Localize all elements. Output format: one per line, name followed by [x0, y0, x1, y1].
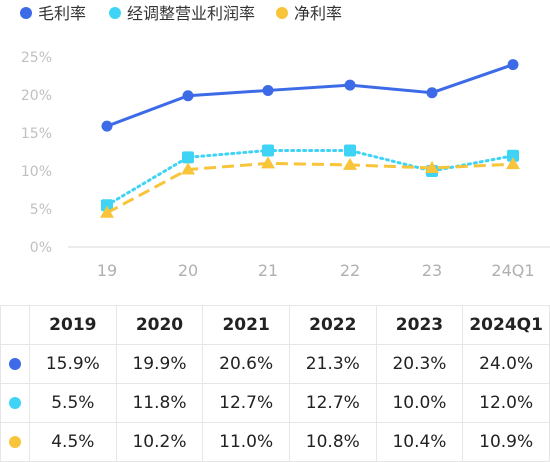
legend-label: 经调整营业利润率 [127, 4, 255, 23]
x-tick-label: 21 [258, 261, 278, 280]
data-point [182, 151, 194, 164]
data-point [182, 90, 194, 102]
data-point [101, 120, 113, 132]
x-axis: 19 20 21 22 23 24Q1 [97, 261, 535, 280]
x-tick-label: 22 [340, 261, 360, 280]
series-layer [100, 59, 520, 218]
legend-swatch-icon [276, 7, 288, 19]
data-point [425, 160, 439, 173]
y-tick-label: 5% [30, 202, 52, 218]
chart-legend: 毛利率 经调整营业利润率 净利率 [20, 4, 342, 23]
table-header-row: 2019 2020 2021 2022 2023 2024Q1 [0, 305, 550, 345]
data-point [262, 144, 274, 157]
table-row: 5.5% 11.8% 12.7% 12.7% 10.0% 12.0% [0, 383, 550, 423]
data-point [506, 157, 520, 170]
table-cell: 21.3% [288, 344, 377, 384]
table-cell: 20.3% [375, 344, 464, 384]
series-swatch-cell [0, 383, 30, 423]
data-point [181, 162, 195, 175]
x-tick-label: 23 [422, 261, 442, 280]
table-cell: 10.4% [375, 422, 464, 462]
table-cell: 24.0% [462, 344, 550, 384]
table-cell: 5.5% [29, 383, 117, 423]
table-cell: 19.9% [115, 344, 204, 384]
series-line [105, 148, 515, 207]
table-header-cell: 2021 [202, 305, 290, 345]
table-cell: 4.5% [29, 422, 117, 462]
table-cell: 10.2% [115, 422, 204, 462]
y-tick-label: 25% [21, 50, 52, 66]
y-tick-label: 15% [21, 126, 52, 142]
data-point [101, 199, 113, 212]
data-point [100, 205, 114, 218]
blue-dot-icon [9, 358, 21, 370]
table-cell: 11.0% [202, 422, 290, 462]
data-point [507, 149, 519, 162]
table-header-cell: 2024Q1 [462, 305, 550, 345]
table-cell: 12.7% [202, 383, 290, 423]
data-point [262, 84, 274, 96]
data-point [507, 59, 519, 71]
legend-swatch-icon [109, 7, 121, 19]
table-cell: 12.0% [462, 383, 550, 423]
table-header-cell: 2019 [29, 305, 117, 345]
table-cell: 11.8% [115, 383, 204, 423]
data-point [344, 79, 356, 91]
table-row: 4.5% 10.2% 11.0% 10.8% 10.4% 10.9% [0, 422, 550, 462]
table-cell: 15.9% [29, 344, 117, 384]
x-tick-label: 24Q1 [491, 261, 534, 280]
x-tick-label: 19 [97, 261, 117, 280]
table-cell: 10.8% [288, 422, 377, 462]
data-point [343, 157, 357, 170]
series-swatch-cell [0, 344, 30, 384]
legend-label: 净利率 [294, 4, 342, 23]
data-point [426, 87, 438, 99]
y-axis: 0% 5% 10% 15% 20% 25% [21, 50, 52, 256]
cyan-dot-icon [9, 397, 21, 409]
legend-label: 毛利率 [38, 4, 86, 23]
margin-line-chart: 毛利率 经调整营业利润率 净利率 0% 5% 10% 15% 20% 25% 19 20 21 22… [20, 4, 550, 280]
table-cell: 10.9% [462, 422, 550, 462]
y-tick-label: 0% [30, 240, 52, 256]
table-row: 15.9% 19.9% 20.6% 21.3% 20.3% 24.0% [0, 344, 550, 384]
y-tick-label: 10% [21, 164, 52, 180]
series-line [106, 161, 514, 215]
legend-swatch-icon [20, 7, 32, 19]
table-cell: 20.6% [202, 344, 290, 384]
table-header-cell: 2020 [115, 305, 204, 345]
table-cell: 10.0% [375, 383, 464, 423]
series-swatch-cell [0, 422, 30, 462]
table-cell: 12.7% [288, 383, 377, 423]
data-point [344, 144, 356, 157]
table-header-cell: 2022 [288, 305, 377, 345]
yellow-dot-icon [9, 436, 21, 448]
x-tick-label: 20 [178, 261, 198, 280]
y-tick-label: 20% [21, 88, 52, 104]
table-corner-cell [0, 305, 30, 345]
series-line [106, 63, 514, 128]
data-table: 2019 2020 2021 2022 2023 2024Q1 15.9% 19… [0, 305, 550, 462]
table-header-cell: 2023 [375, 305, 464, 345]
data-point [261, 156, 275, 169]
